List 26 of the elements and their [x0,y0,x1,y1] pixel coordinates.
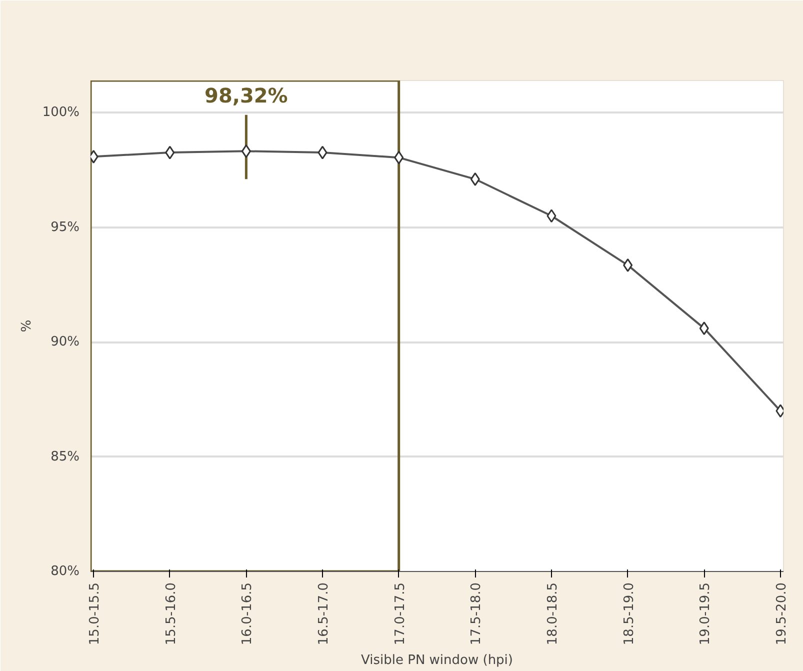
y-tick-label: 95% [50,220,80,235]
x-tick-label: 18.5-19.0 [622,582,637,646]
x-axis-title: Visible PN window (hpi) [361,653,514,668]
x-tick-label: 17.0-17.5 [392,582,408,646]
point [470,172,480,186]
x-tick-label: 16.5-17.0 [316,582,332,646]
y-axis-title: % [19,320,34,332]
x-tick-label: 18.0-18.5 [545,582,560,646]
x-tick-label: 17.5-18.0 [469,582,484,646]
point [623,258,633,272]
x-tick-label: 19.0-19.5 [698,582,714,646]
point [165,146,175,160]
point [241,144,251,158]
point [699,322,709,336]
x-tick-label: 19.5-20.0 [774,582,790,646]
annotation: 98,32% [204,84,288,108]
x-tick-label: 16.0-16.5 [240,582,256,646]
y-tick-label: 80% [50,564,80,579]
y-tick-label: 100% [42,105,80,120]
x-tick-label: 15.0-15.5 [88,582,103,646]
x-tick-label: 15.5-16.0 [164,582,179,646]
point [394,150,404,164]
y-tick-label: 90% [50,334,80,350]
point [546,209,556,223]
y-tick-label: 85% [50,449,80,464]
point [318,146,328,160]
